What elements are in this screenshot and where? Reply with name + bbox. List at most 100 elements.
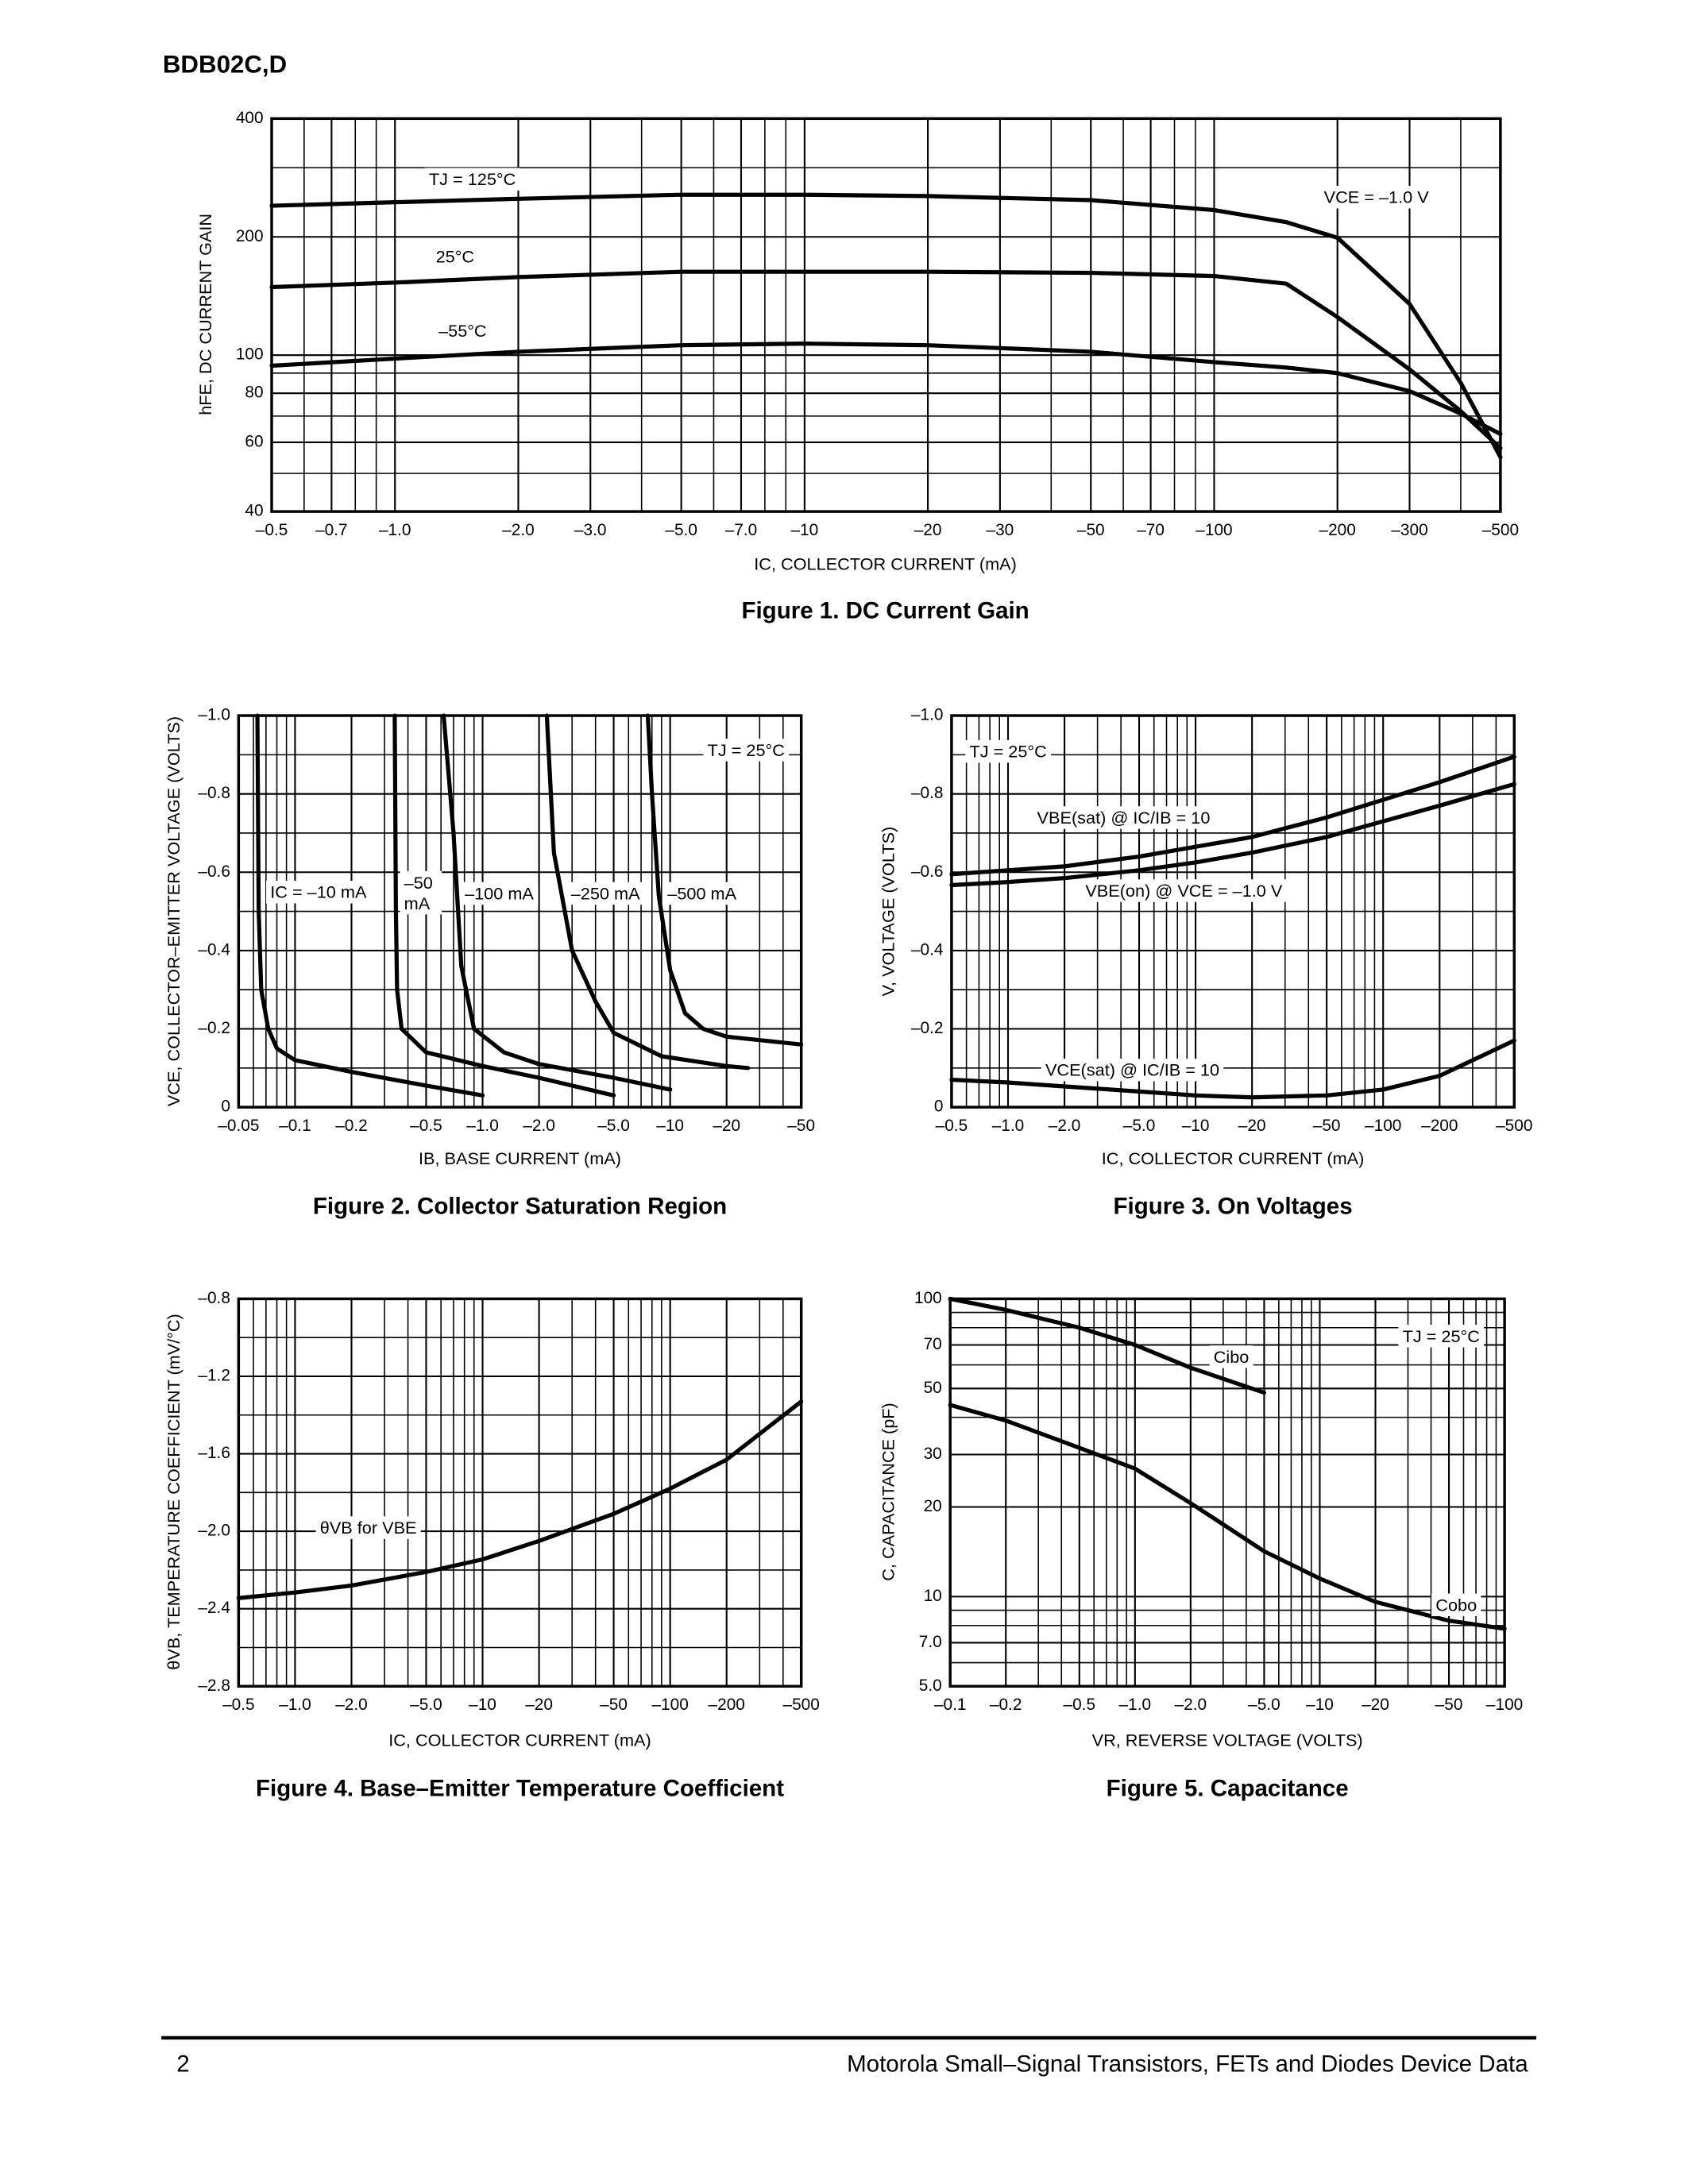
y-tick-label: 0	[221, 1098, 230, 1116]
series-label: θVB for VBE	[320, 1518, 417, 1538]
series-label: –50 mA	[404, 873, 438, 913]
annotation-group: VCE = –1.0 V	[1319, 185, 1434, 209]
y-tick-label: 400	[236, 109, 264, 127]
series-label: 25°C	[436, 246, 474, 266]
series-label-group: VBE(on) @ VCE = –1.0 V	[1081, 879, 1288, 902]
y-tick-label: 50	[924, 1379, 942, 1397]
y-tick-label: 20	[924, 1497, 942, 1515]
curve	[949, 1038, 1516, 1100]
y-tick-label: –2.4	[198, 1599, 230, 1617]
curve	[544, 713, 751, 1071]
x-tick-label: –2.0	[335, 1696, 368, 1714]
x-tick-label: –5.0	[410, 1696, 442, 1714]
x-tick-label: –70	[1137, 521, 1165, 539]
y-axis-title: V, VOLTAGE (VOLTS)	[879, 827, 898, 997]
x-tick-label: –10	[1306, 1696, 1334, 1714]
label-bg	[703, 739, 790, 762]
series-label: VBE(on) @ VCE = –1.0 V	[1085, 881, 1283, 901]
y-tick-label: –0.8	[198, 1289, 230, 1307]
x-tick-label: –0.1	[279, 1117, 311, 1135]
series-label: –100 mA	[465, 883, 534, 903]
x-tick-label: –10	[469, 1696, 496, 1714]
series-label: VCE(sat) @ IC/IB = 10	[1045, 1060, 1219, 1080]
curve	[948, 1403, 1507, 1631]
x-tick-label: –1.0	[379, 521, 411, 539]
annotation-group: TJ = 25°C	[703, 739, 790, 762]
plot-frame	[237, 714, 803, 1109]
y-tick-label: 80	[245, 384, 263, 402]
y-tick-label: 40	[245, 502, 263, 520]
label-bg	[266, 880, 372, 904]
x-tick-label: –2.0	[502, 521, 535, 539]
x-tick-label: –1.0	[1119, 1696, 1152, 1714]
curve	[441, 713, 673, 1092]
plot-frame	[948, 1297, 1506, 1688]
label-bg	[424, 168, 520, 191]
series-label-group: –55°C	[434, 319, 491, 342]
y-tick-label: 100	[914, 1289, 942, 1307]
footer-text: Motorola Small–Signal Transistors, FETs …	[847, 2051, 1528, 2077]
series-label-group: –50 mA	[400, 870, 442, 915]
x-tick-label: –0.05	[218, 1117, 259, 1135]
figure-caption: Figure 5. Capacitance	[1107, 1775, 1349, 1801]
annotation: TJ = 25°C	[708, 740, 785, 760]
x-tick-label: –0.5	[410, 1117, 442, 1135]
y-tick-label: –0.6	[198, 862, 230, 881]
series-label: IC = –10 mA	[270, 882, 367, 902]
x-tick-label: –0.5	[256, 521, 288, 539]
annotation-group: TJ = 25°C	[1398, 1325, 1485, 1348]
y-tick-label: –1.6	[198, 1444, 230, 1462]
y-tick-label: 200	[236, 227, 264, 245]
x-tick-label: –10	[790, 521, 818, 539]
y-tick-label: –1.0	[198, 706, 230, 724]
label-bg	[1398, 1325, 1485, 1348]
x-tick-label: –0.5	[1064, 1696, 1096, 1714]
curve	[949, 781, 1516, 888]
x-tick-label: –5.0	[1123, 1117, 1156, 1135]
y-axis-title: C, CAPACITANCE (pF)	[879, 1403, 898, 1581]
curve	[645, 713, 804, 1047]
series-label-group: –500 mA	[663, 882, 741, 905]
y-tick-label: –0.8	[198, 784, 230, 802]
x-tick-label: –5.0	[1248, 1696, 1280, 1714]
y-tick-label: 7.0	[919, 1633, 942, 1651]
x-tick-label: –100	[1365, 1117, 1401, 1135]
x-tick-label: –10	[1182, 1117, 1210, 1135]
label-bg	[400, 870, 442, 915]
label-bg	[1033, 806, 1215, 829]
x-tick-label: –1.0	[279, 1696, 311, 1714]
label-bg	[566, 882, 645, 905]
series-label: TJ = 125°C	[429, 169, 516, 189]
x-axis-title: VR, REVERSE VOLTAGE (VOLTS)	[1092, 1730, 1363, 1750]
annotation: TJ = 25°C	[1403, 1326, 1480, 1346]
series-label-group: θVB for VBE	[315, 1516, 421, 1539]
x-tick-label: –50	[1435, 1696, 1463, 1714]
series-label-group: IC = –10 mA	[266, 880, 372, 904]
page-number: 2	[176, 2051, 189, 2077]
x-axis-title: IC, COLLECTOR CURRENT (mA)	[1102, 1148, 1365, 1168]
label-bg	[431, 245, 479, 268]
series-label-group: 25°C	[431, 245, 479, 268]
x-tick-label: –1.0	[992, 1117, 1025, 1135]
series-label-group: TJ = 125°C	[424, 168, 520, 191]
x-tick-label: –50	[1077, 521, 1105, 539]
x-tick-label: –100	[1196, 521, 1232, 539]
x-tick-label: –1.0	[466, 1117, 499, 1135]
annotation: TJ = 25°C	[969, 742, 1046, 762]
x-tick-label: –200	[1421, 1117, 1458, 1135]
x-tick-label: –2.0	[523, 1117, 555, 1135]
curve	[255, 713, 485, 1098]
plot-frame	[950, 714, 1516, 1109]
y-tick-label: –2.0	[198, 1522, 230, 1540]
label-bg	[460, 882, 539, 905]
figure-caption: Figure 4. Base–Emitter Temperature Coeff…	[256, 1775, 784, 1801]
curve	[949, 754, 1516, 877]
x-tick-label: –0.5	[936, 1117, 968, 1135]
x-tick-label: –0.1	[934, 1696, 967, 1714]
y-tick-label: –1.0	[911, 706, 944, 724]
x-tick-label: –2.0	[1175, 1696, 1207, 1714]
label-bg	[1319, 185, 1434, 209]
curve	[392, 713, 616, 1098]
